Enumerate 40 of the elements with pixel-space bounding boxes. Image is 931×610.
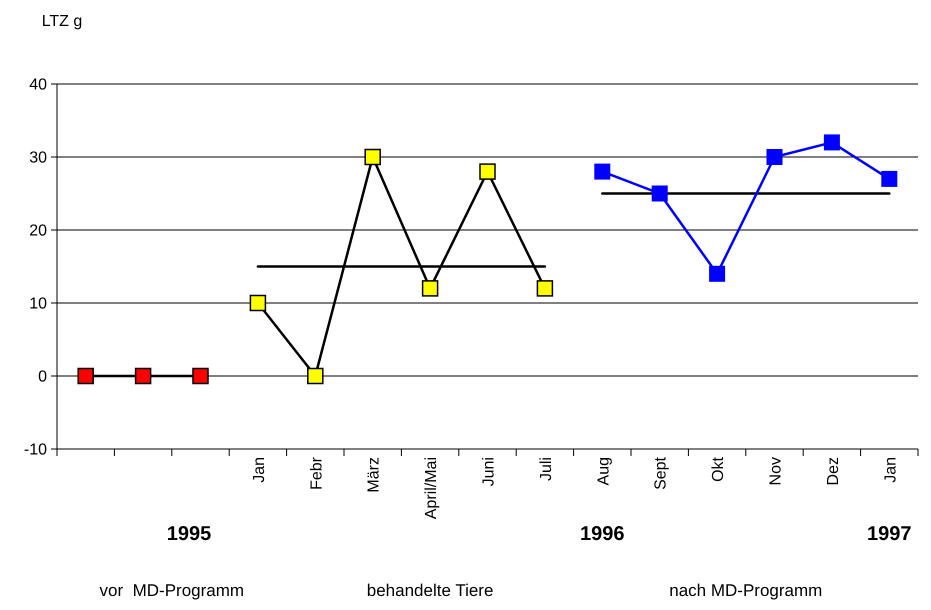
point — [250, 294, 266, 312]
point — [422, 280, 438, 297]
point — [594, 164, 610, 180]
point — [134, 368, 152, 384]
x-tick-label: Jan — [250, 457, 268, 483]
x-tick-label: Nov — [768, 457, 784, 486]
text: behandelte Tiere — [366, 581, 494, 600]
point — [881, 170, 898, 187]
x-tick-label: April/Mai — [423, 457, 440, 520]
text: nach MD-Programm — [669, 581, 822, 600]
point — [709, 266, 726, 282]
x-tick-label: Febr — [308, 456, 326, 490]
text: 1997 — [867, 523, 912, 545]
point — [766, 149, 782, 165]
x-tick-label: Sept — [652, 456, 670, 490]
x-tick-label: Juni — [480, 457, 498, 486]
x-tick-label: Dez — [824, 457, 842, 486]
y-tick-label: 40 — [29, 76, 48, 94]
text: 1995 — [166, 523, 212, 545]
point — [536, 280, 554, 297]
x-tick-label: Jan — [882, 457, 900, 483]
y-axis-title: LTZ g — [42, 13, 82, 30]
y-tick-label: 10 — [29, 296, 48, 313]
x-tick-label: März — [366, 457, 383, 493]
point — [364, 148, 381, 166]
x-tick-label: Okt — [710, 456, 728, 482]
text: vor MD-Programm — [100, 581, 244, 600]
y-tick-label: 20 — [29, 222, 48, 240]
point — [77, 368, 94, 384]
point — [652, 186, 668, 202]
y-tick-label: 0 — [38, 368, 48, 386]
point — [192, 368, 209, 384]
x-tick-label: Aug — [595, 457, 612, 486]
point — [307, 368, 324, 384]
x-tick-label: Juli — [538, 457, 555, 482]
point — [479, 163, 496, 180]
y-tick-label: 30 — [29, 150, 48, 167]
point — [824, 134, 840, 150]
text: 1996 — [580, 523, 625, 545]
y-tick-label: -10 — [24, 442, 48, 459]
